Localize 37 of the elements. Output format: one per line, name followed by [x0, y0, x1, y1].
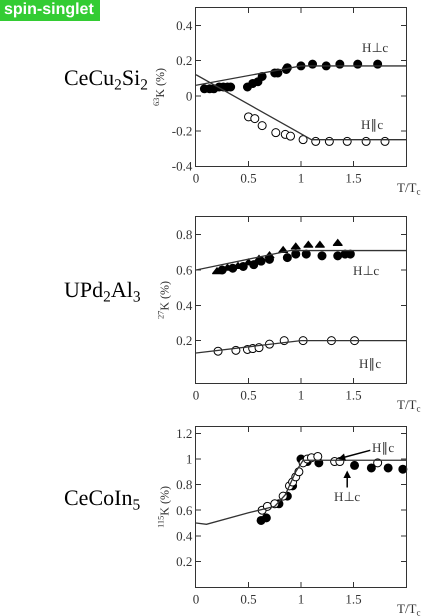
y-tick-label: 0.4 [176, 18, 193, 34]
annotation: H⊥c [334, 489, 360, 504]
y-tick-label: 0.2 [176, 333, 192, 348]
x-tick-label: 1.5 [345, 170, 362, 186]
y-tick-label: 0.2 [176, 554, 192, 569]
x-tick-label: 0.5 [240, 170, 257, 186]
x-tick-label: 1 [298, 388, 304, 403]
annotation: H∥c [361, 117, 384, 132]
y-tick-label: -0.2 [172, 123, 192, 138]
y-tick-label: 0.6 [176, 262, 193, 278]
y-tick-label: 0.4 [176, 298, 193, 313]
y-tick-label: 0.8 [176, 477, 192, 492]
text: CeCu$_{2}$Si$_{2}$ [64, 65, 148, 94]
annotation: H∥c [359, 356, 382, 371]
text: UPd$_{2}$Al$_{3}$ [64, 277, 141, 306]
annotation: H⊥c [353, 263, 380, 278]
y-tick-label: 0 [186, 88, 192, 104]
x-tick-label: 1 [298, 170, 304, 186]
y-tick-label: 0.6 [176, 502, 193, 518]
x-tick-label: 1 [298, 592, 304, 607]
x-tick-label: 0.5 [240, 592, 257, 607]
y-tick-label: 0.4 [176, 528, 193, 544]
x-tick-label: 1.5 [345, 592, 362, 607]
annotation: H⊥c [362, 40, 388, 55]
y-tick-label: -0.4 [172, 158, 193, 174]
x-tick-label: 0.5 [240, 388, 257, 403]
y-tick-label: 1.2 [176, 426, 192, 441]
text: CeCoIn$_{5}$ [64, 485, 140, 514]
x-axis-title: T/T$_{c}$ [397, 180, 421, 197]
annotation: H∥c [372, 440, 394, 455]
text: spin-singlet [0, 0, 100, 21]
y-tick-label: 0.8 [176, 227, 192, 242]
x-axis-title: T/T$_{c}$ [397, 601, 421, 616]
y-tick-label: 0.2 [176, 53, 192, 68]
y-tick-label: 1 [186, 452, 192, 467]
x-tick-label: 1.5 [345, 388, 362, 403]
x-axis-title: T/T$_{c}$ [397, 397, 421, 414]
